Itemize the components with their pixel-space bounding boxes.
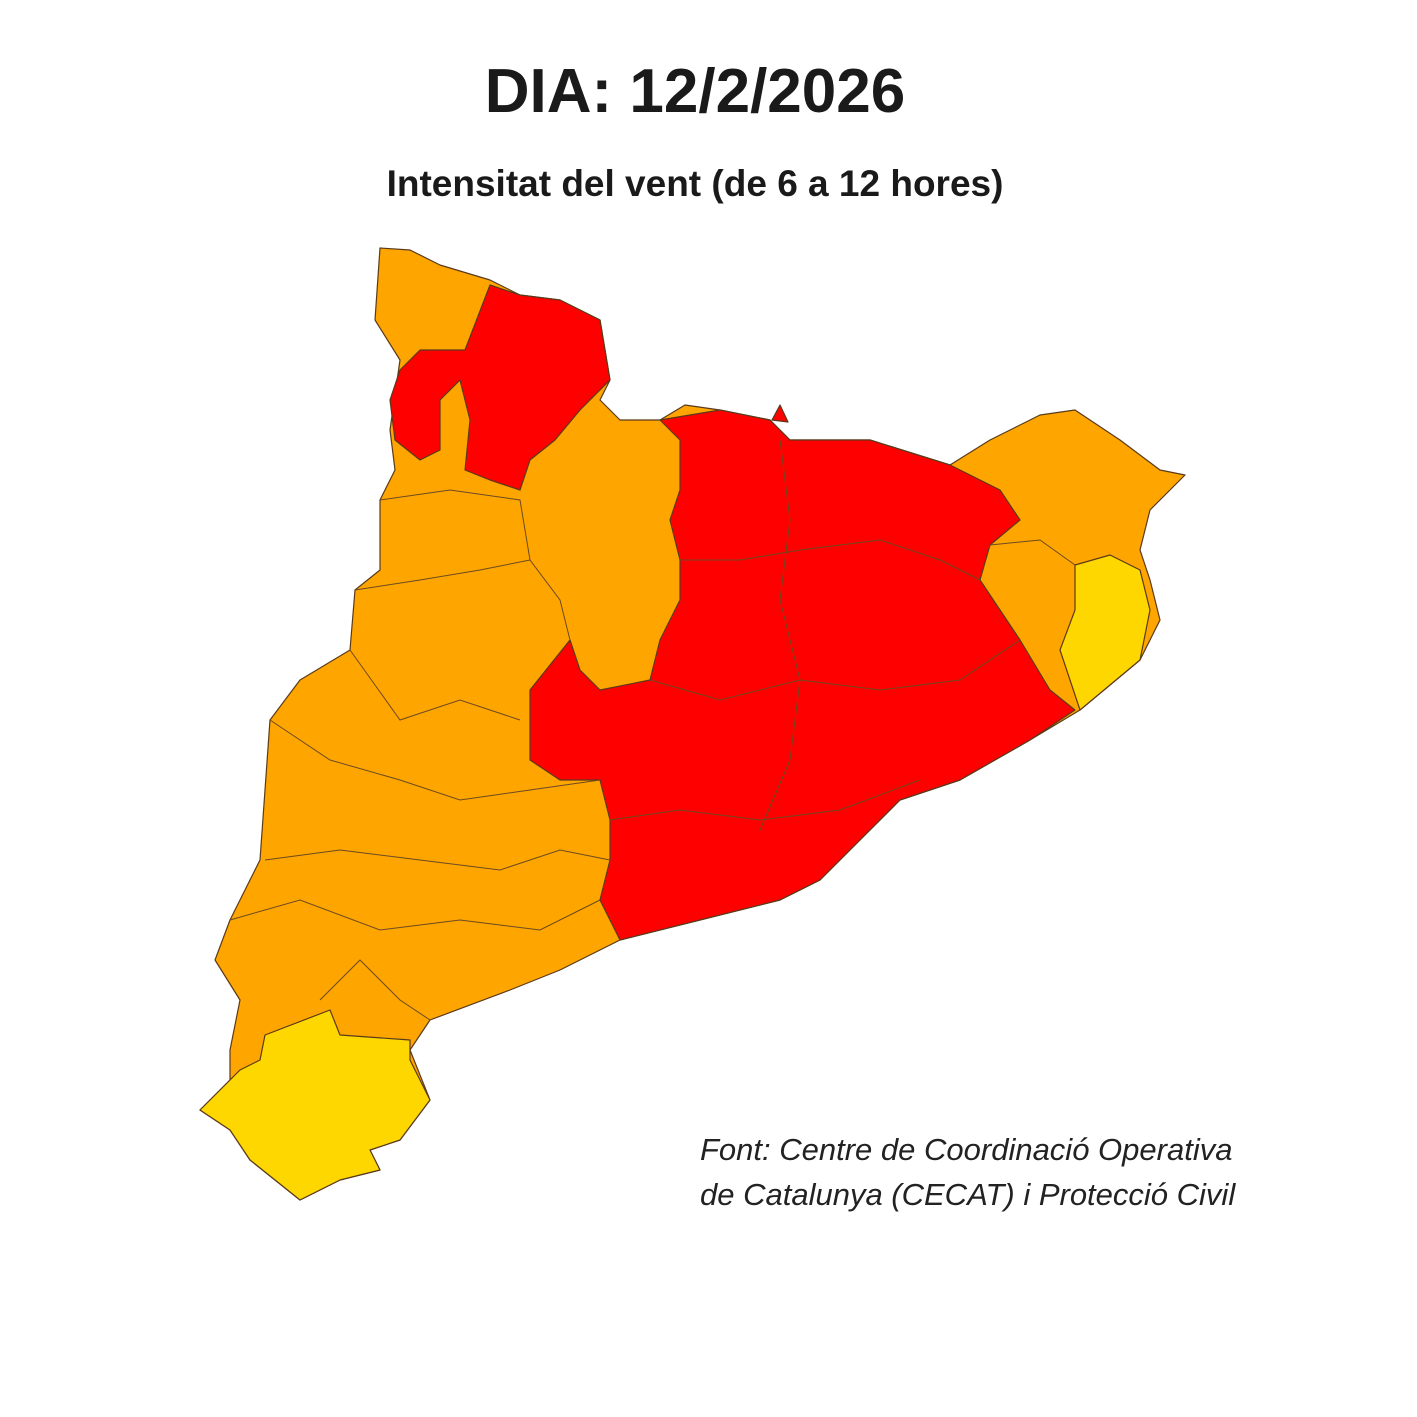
county-border (649, 639, 1021, 701)
county-border (609, 779, 921, 821)
red-islet (771, 404, 789, 423)
county-border (319, 959, 431, 1021)
title: DIA: 12/2/2026 (485, 57, 905, 126)
red-zone-central (529, 409, 1076, 941)
source-line: Font: Centre de Coordinació Operativa (700, 1132, 1232, 1167)
county-border (349, 649, 521, 721)
county-border (379, 489, 571, 641)
yellow-zone-south (199, 1009, 431, 1201)
county-border (269, 719, 601, 801)
map (199, 247, 1186, 1201)
county-border (264, 849, 611, 871)
red-zone-north (389, 284, 611, 491)
subtitle: Intensitat del vent (de 6 a 12 hores) (387, 163, 1004, 204)
county-border (759, 439, 801, 831)
county-border (989, 539, 1076, 566)
source-line: de Catalunya (CECAT) i Protecció Civil (700, 1177, 1236, 1212)
yellow-zone-east (1059, 554, 1151, 711)
county-border (229, 899, 601, 931)
county-border (354, 559, 531, 591)
county-border (680, 539, 981, 581)
